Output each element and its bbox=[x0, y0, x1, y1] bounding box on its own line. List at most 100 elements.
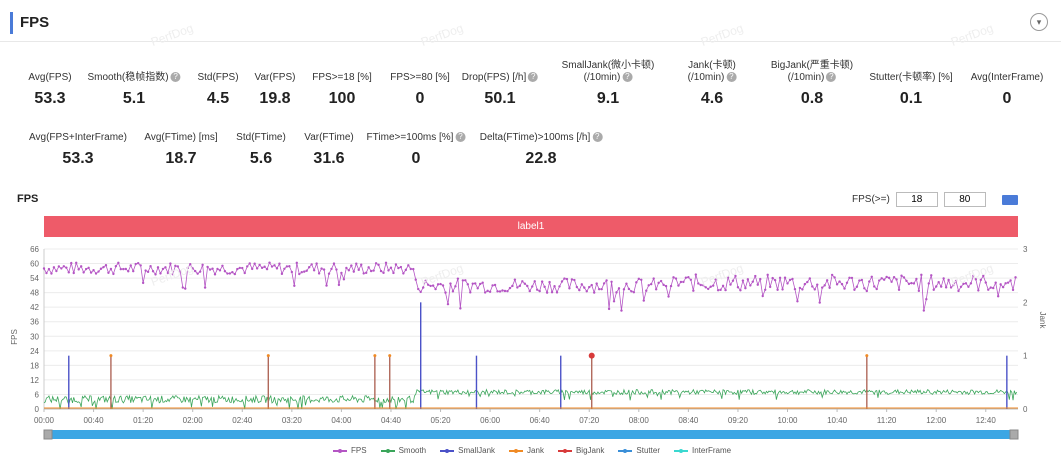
fps-point bbox=[270, 265, 274, 268]
fps-point bbox=[716, 289, 720, 292]
fps-point bbox=[387, 269, 390, 272]
fps-point bbox=[778, 276, 782, 280]
help-icon[interactable]: ? bbox=[455, 132, 466, 143]
fps-point bbox=[446, 302, 450, 306]
fps-point bbox=[900, 274, 903, 277]
fps-point bbox=[285, 265, 289, 268]
fps-point bbox=[243, 271, 246, 275]
fps-point bbox=[1009, 279, 1012, 282]
fps-point bbox=[45, 271, 48, 275]
fps-point bbox=[635, 281, 638, 284]
legend-label: Stutter bbox=[636, 446, 660, 455]
help-icon[interactable]: ? bbox=[826, 72, 837, 83]
help-icon[interactable]: ? bbox=[170, 72, 181, 83]
fps-point bbox=[82, 271, 85, 274]
stat-2-4: FTime>=100ms [%]? 0 bbox=[367, 132, 466, 168]
fps-point bbox=[692, 289, 695, 292]
fps-point bbox=[486, 289, 489, 293]
fps-point bbox=[459, 307, 462, 310]
fps-point bbox=[325, 284, 328, 287]
fps-point bbox=[454, 285, 457, 288]
fps-point bbox=[622, 288, 626, 291]
fps-point bbox=[967, 285, 970, 288]
fps-point bbox=[317, 272, 321, 275]
fps-point bbox=[659, 279, 663, 283]
zoom-slider-track[interactable] bbox=[44, 430, 1018, 439]
legend-item[interactable]: Jank bbox=[509, 446, 544, 455]
fps-point bbox=[350, 264, 353, 267]
stat-value: 0.8 bbox=[800, 90, 824, 107]
fps-point bbox=[610, 280, 613, 283]
fps-point bbox=[362, 272, 365, 275]
stat-label: Drop(FPS) [/h]? bbox=[462, 72, 539, 84]
help-icon[interactable]: ? bbox=[528, 72, 539, 83]
help-icon[interactable]: ? bbox=[726, 72, 737, 83]
stat-label: Avg(InterFrame) bbox=[970, 72, 1044, 83]
y2-tick-label: 0 bbox=[1023, 405, 1028, 414]
y-tick-label: 12 bbox=[30, 376, 39, 385]
legend-item[interactable]: Stutter bbox=[618, 446, 660, 455]
fps-point bbox=[897, 288, 901, 291]
x-tick-label: 03:20 bbox=[282, 416, 303, 425]
y-tick-label: 66 bbox=[30, 245, 39, 254]
x-tick-label: 07:20 bbox=[579, 416, 600, 425]
fps-point bbox=[506, 289, 509, 293]
fps-point bbox=[283, 267, 286, 270]
fps-point bbox=[895, 278, 898, 281]
fps-point bbox=[781, 288, 784, 291]
fps-point bbox=[645, 289, 648, 292]
fps-point bbox=[431, 284, 435, 287]
x-tick-label: 06:00 bbox=[480, 416, 501, 425]
label-bar[interactable]: label1 bbox=[44, 216, 1018, 237]
fps-point bbox=[994, 281, 997, 284]
legend-item[interactable]: InterFrame bbox=[674, 446, 731, 455]
stat-label: Smooth(稳帧指数)? bbox=[87, 72, 181, 84]
bigjank-marker bbox=[588, 352, 595, 359]
fps-point bbox=[736, 286, 740, 289]
x-tick-label: 11:20 bbox=[877, 416, 897, 425]
zoom-handle-left[interactable] bbox=[43, 429, 53, 440]
legend-swatch bbox=[674, 448, 688, 453]
y2-tick-label: 2 bbox=[1023, 298, 1028, 307]
stat-label: Avg(FPS+InterFrame) bbox=[29, 132, 127, 143]
stat-1-6: Drop(FPS) [/h]? 50.1 bbox=[462, 72, 539, 108]
legend-item[interactable]: Smooth bbox=[380, 446, 426, 455]
help-icon[interactable]: ? bbox=[622, 72, 633, 83]
zoom-handle-right[interactable] bbox=[1009, 429, 1019, 440]
fps-point bbox=[984, 281, 987, 284]
fps-point bbox=[977, 289, 980, 292]
fps-point bbox=[808, 277, 812, 280]
fps-point bbox=[617, 287, 621, 290]
fps-point bbox=[87, 266, 90, 270]
fps-point bbox=[439, 282, 442, 286]
legend-item[interactable]: BigJank bbox=[557, 446, 604, 455]
fps-point bbox=[679, 280, 683, 284]
fps-point bbox=[627, 287, 631, 291]
fps-point bbox=[677, 284, 680, 287]
fps-max-input[interactable] bbox=[943, 192, 986, 207]
fps-point bbox=[848, 276, 851, 280]
fps-point bbox=[483, 291, 487, 294]
stat-1-5: FPS>=80 [%] 0 bbox=[390, 72, 449, 108]
filter-toggle-icon[interactable] bbox=[1001, 194, 1018, 205]
collapse-icon[interactable]: ▾ bbox=[1030, 13, 1048, 31]
fps-point bbox=[436, 283, 440, 286]
fps-point bbox=[250, 267, 254, 271]
fps-point bbox=[374, 262, 378, 265]
fps-point bbox=[954, 279, 958, 283]
x-tick-label: 04:00 bbox=[331, 416, 352, 425]
fps-point bbox=[360, 263, 363, 266]
x-tick-label: 08:40 bbox=[678, 416, 699, 425]
fps-point bbox=[821, 286, 824, 289]
fps-point bbox=[434, 287, 437, 291]
fps-min-input[interactable] bbox=[895, 192, 938, 207]
legend-item[interactable]: SmallJank bbox=[440, 446, 495, 455]
fps-point bbox=[595, 282, 598, 285]
stat-value: 4.6 bbox=[700, 90, 724, 107]
stat-label: Std(FTime) bbox=[236, 132, 286, 143]
legend-item[interactable]: FPS bbox=[333, 446, 367, 455]
help-icon[interactable]: ? bbox=[592, 132, 603, 143]
fps-point bbox=[689, 278, 693, 281]
fps-point bbox=[72, 271, 75, 275]
